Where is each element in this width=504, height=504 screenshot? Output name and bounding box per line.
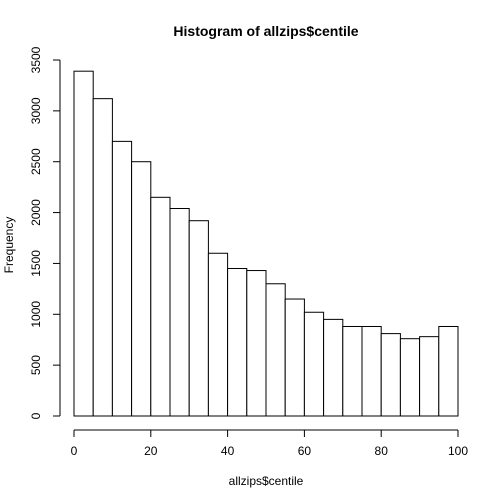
bars-group [73, 70, 459, 417]
x-tick-label: 60 [298, 444, 312, 458]
histogram-bar [399, 338, 421, 417]
histogram-bar [303, 311, 325, 417]
histogram-bar [380, 333, 401, 417]
x-tick-label: 80 [375, 444, 389, 458]
y-tick-label: 1500 [29, 250, 43, 277]
y-tick-label: 3500 [29, 46, 43, 73]
histogram-bar [284, 298, 305, 417]
histogram-bar [73, 70, 94, 417]
y-tick-label: 1000 [29, 301, 43, 328]
histogram-bar [169, 208, 190, 417]
x-tick-label: 0 [71, 444, 78, 458]
histogram-bar [111, 140, 133, 417]
histogram-bar [323, 318, 344, 417]
histogram-bar [361, 325, 382, 417]
histogram-bar [92, 98, 113, 417]
histogram-bar [246, 270, 267, 417]
histogram-bar [131, 161, 152, 417]
histogram-bar [342, 325, 363, 417]
x-axis: 0 20 40 60 80 100 [71, 429, 468, 458]
y-tick-label: 2500 [29, 148, 43, 175]
histogram-bar [150, 196, 171, 417]
y-axis-label: Frequency [2, 217, 16, 274]
y-tick-label: 2000 [29, 199, 43, 226]
y-axis: 0 500 1000 1500 2000 2500 3000 3500 [29, 46, 61, 419]
y-tick-label: 0 [29, 412, 43, 419]
histogram-bar [227, 268, 248, 417]
histogram-bar [438, 325, 459, 417]
histogram-bar [265, 283, 286, 417]
x-tick-label: 20 [144, 444, 158, 458]
x-tick-label: 100 [448, 444, 468, 458]
histogram-bar [188, 220, 209, 417]
histogram-bar [419, 336, 440, 417]
y-tick-label: 500 [29, 355, 43, 375]
y-tick-label: 3000 [29, 97, 43, 124]
x-tick-label: 40 [221, 444, 235, 458]
histogram-bar [207, 252, 229, 417]
x-axis-label: allzips$centile [229, 474, 304, 488]
chart-title: Histogram of allzips$centile [173, 23, 358, 39]
